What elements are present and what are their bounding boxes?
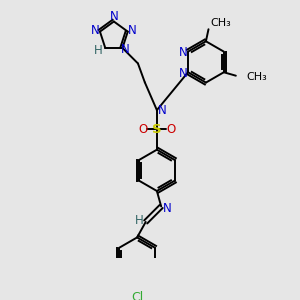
Text: O: O (139, 122, 148, 136)
Text: CH₃: CH₃ (210, 18, 231, 28)
Text: N: N (128, 24, 136, 37)
Text: N: N (110, 10, 118, 23)
Text: O: O (166, 122, 175, 136)
Text: N: N (91, 24, 100, 37)
Text: N: N (163, 202, 172, 215)
Text: N: N (158, 104, 167, 118)
Text: CH₃: CH₃ (246, 72, 267, 82)
Text: N: N (178, 46, 187, 59)
Text: N: N (121, 43, 129, 56)
Text: H: H (134, 214, 143, 227)
Text: N: N (178, 67, 187, 80)
Text: Cl: Cl (131, 291, 143, 300)
Text: S: S (152, 122, 162, 136)
Text: H: H (94, 44, 103, 57)
